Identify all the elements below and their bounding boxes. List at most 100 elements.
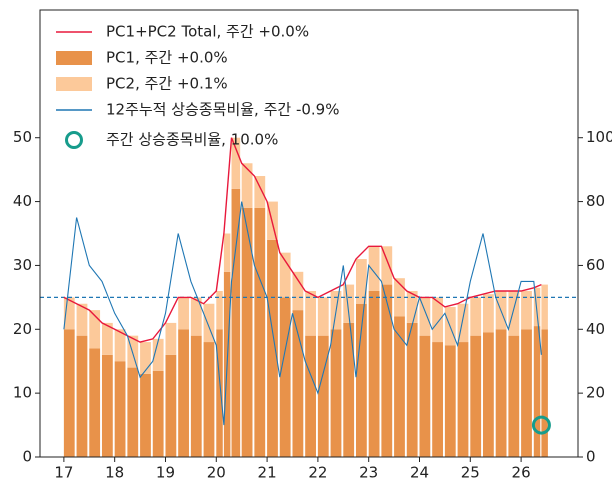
y2-tick-label: 0 <box>586 448 596 466</box>
legend-label: 주간 상승종목비율, 10.0% <box>106 131 278 149</box>
bar-segment <box>470 297 482 336</box>
bar-segment <box>368 246 380 291</box>
bar-segment <box>203 342 215 457</box>
bar-segment <box>101 322 113 355</box>
y2-tick-label: 40 <box>586 320 605 338</box>
bar-segment <box>178 297 189 330</box>
bar-segment <box>457 342 469 457</box>
bar-segment <box>394 316 405 457</box>
legend-label: PC1+PC2 Total, 주간 +0.0% <box>106 23 309 41</box>
bar-segment <box>254 176 266 208</box>
x-tick-label: 20 <box>207 464 226 482</box>
bar-segment <box>165 322 177 355</box>
series-line <box>63 201 542 426</box>
bar-segment <box>381 284 393 457</box>
bar-segment <box>533 326 541 457</box>
bar-segment <box>292 271 304 311</box>
bar-segment <box>63 329 75 457</box>
bar-segment <box>76 303 88 336</box>
x-tick-label: 21 <box>258 464 277 482</box>
bar-segment <box>231 137 241 189</box>
y-tick-label: 10 <box>13 384 32 402</box>
bar-segment <box>343 322 355 457</box>
y-tick-label: 30 <box>13 256 32 274</box>
bar-segment <box>508 290 520 336</box>
bar-segment <box>419 297 431 336</box>
bar-segment <box>254 207 266 457</box>
bar-segment <box>508 335 520 457</box>
bar-segment <box>495 329 507 457</box>
bar-segment <box>76 335 88 457</box>
x-tick-label: 23 <box>359 464 378 482</box>
x-tick-label: 17 <box>54 464 73 482</box>
bar-segment <box>279 252 291 298</box>
bar-segment <box>482 332 494 457</box>
bar-segment <box>541 329 548 457</box>
plot-frame <box>39 9 579 458</box>
bar-segment <box>216 290 223 330</box>
bar-segment <box>152 338 164 371</box>
x-tick-label: 26 <box>512 464 531 482</box>
bar-segment <box>406 322 418 457</box>
bar-segment <box>127 367 139 457</box>
bar-segment <box>381 246 393 285</box>
y-tick-label: 50 <box>13 128 32 146</box>
y-tick-label: 40 <box>13 192 32 210</box>
bar-segment <box>63 297 75 330</box>
y-tick-label: 20 <box>13 320 32 338</box>
bar-segment <box>368 290 380 457</box>
y2-tick-label: 80 <box>586 192 605 210</box>
bar-segment <box>444 345 456 457</box>
bar-segment <box>533 287 541 327</box>
y2-tick-label: 100 <box>586 128 612 146</box>
bar-segment <box>140 342 151 374</box>
bar-segment <box>203 303 215 343</box>
legend-label: PC2, 주간 +0.1% <box>106 75 228 93</box>
x-tick-label: 24 <box>410 464 429 482</box>
y2-tick-label: 60 <box>586 256 605 274</box>
bar-segment <box>541 284 548 330</box>
series-line <box>63 137 542 343</box>
bar-segment <box>223 233 231 272</box>
bar-segment <box>165 354 177 457</box>
bar-segment <box>330 329 342 457</box>
bar-segment <box>343 284 355 323</box>
bar-segment <box>114 329 126 362</box>
bar-segment <box>432 297 443 343</box>
bar-segment <box>457 303 469 343</box>
bar-segment <box>305 290 316 336</box>
bar-segment <box>267 239 278 457</box>
bar-segment <box>241 163 253 208</box>
bar-segment <box>89 310 101 349</box>
bar-segment <box>101 354 113 457</box>
bar-segment <box>305 335 316 457</box>
y-tick-label: 0 <box>22 448 32 466</box>
legend-swatch <box>56 51 92 65</box>
bar-segment <box>317 335 329 457</box>
bar-segment <box>241 207 253 457</box>
bar-segment <box>406 290 418 323</box>
bar-segment <box>355 259 367 304</box>
bar-segment <box>190 335 202 457</box>
legend-label: 12주누적 상승종목비율, 주간 -0.9% <box>106 101 339 119</box>
bar-segment <box>279 297 291 457</box>
bar-segment <box>231 188 241 458</box>
bar-segment <box>216 329 223 457</box>
bar-segment <box>140 373 151 457</box>
bar-segment <box>190 297 202 336</box>
bar-segment <box>521 329 532 457</box>
bar-segment <box>317 297 329 336</box>
x-tick-label: 19 <box>156 464 175 482</box>
legend-label: PC1, 주간 +0.0% <box>106 49 228 67</box>
x-tick-label: 18 <box>105 464 124 482</box>
x-tick-label: 25 <box>461 464 480 482</box>
bar-segment <box>470 335 482 457</box>
bar-segment <box>419 335 431 457</box>
bar-segment <box>152 370 164 457</box>
bar-segment <box>482 294 494 333</box>
legend-swatch <box>65 131 83 149</box>
y2-tick-label: 20 <box>586 384 605 402</box>
bar-segment <box>355 303 367 457</box>
